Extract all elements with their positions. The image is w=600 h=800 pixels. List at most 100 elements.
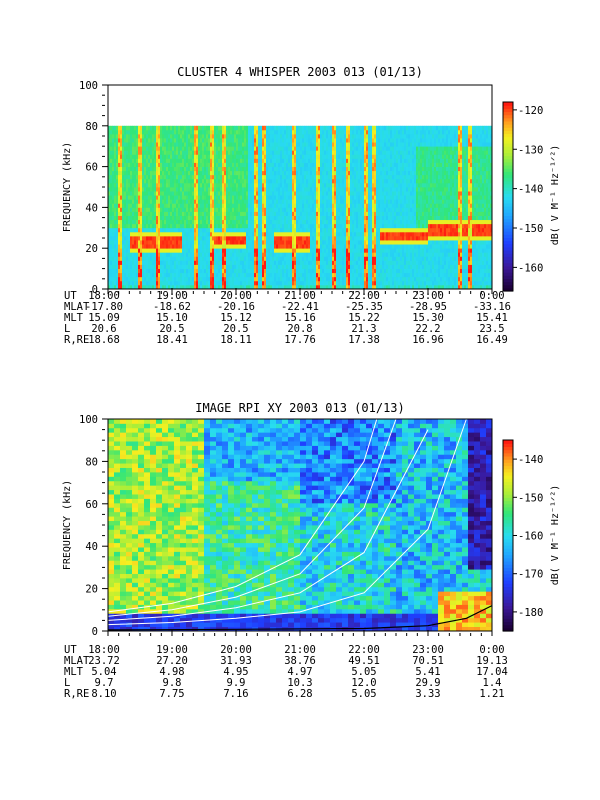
whisper-cell xyxy=(130,138,133,143)
whisper-cell xyxy=(232,203,235,208)
whisper-cell xyxy=(118,158,121,163)
whisper-cell xyxy=(210,231,213,237)
whisper-cell xyxy=(134,256,137,261)
whisper-cell xyxy=(148,146,151,151)
whisper-cell xyxy=(178,195,181,200)
whisper-cell xyxy=(170,240,173,245)
whisper-cell xyxy=(164,170,167,176)
whisper-cell xyxy=(134,195,137,200)
whisper-cell xyxy=(214,248,217,253)
whisper-cell xyxy=(192,129,195,135)
whisper-cell xyxy=(112,174,115,180)
whisper-cell xyxy=(222,203,225,208)
whisper-cell xyxy=(160,174,163,180)
whisper-cell xyxy=(132,264,135,269)
whisper-cell xyxy=(128,182,131,188)
whisper-cell xyxy=(206,162,209,167)
whisper-cell xyxy=(116,187,119,192)
whisper-cell xyxy=(212,125,215,131)
whisper-cell xyxy=(118,146,121,151)
whisper-cell xyxy=(148,125,151,131)
whisper-cell xyxy=(150,170,153,176)
whisper-cell xyxy=(140,227,143,233)
whisper-cell xyxy=(166,199,169,204)
whisper-cell xyxy=(132,166,135,172)
whisper-cell xyxy=(118,223,121,229)
whisper-cell xyxy=(198,154,201,159)
whisper-cell xyxy=(216,150,219,155)
whisper-cell xyxy=(192,199,195,204)
whisper-cell xyxy=(192,150,195,155)
whisper-cell xyxy=(214,199,217,204)
whisper-cell xyxy=(140,256,143,261)
whisper-cell xyxy=(166,248,169,253)
whisper-cell xyxy=(202,162,205,167)
whisper-cell xyxy=(172,280,175,286)
whisper-cell xyxy=(190,219,193,225)
whisper-cell xyxy=(142,240,145,245)
whisper-cell xyxy=(168,199,171,204)
whisper-cell xyxy=(224,256,227,261)
whisper-cell xyxy=(200,235,203,241)
whisper-cell xyxy=(212,215,215,221)
whisper-cell xyxy=(156,211,159,216)
whisper-cell xyxy=(110,211,113,216)
whisper-cell xyxy=(190,170,193,176)
whisper-cell xyxy=(236,129,239,135)
whisper-cell xyxy=(180,178,183,184)
whisper-cell xyxy=(112,133,115,139)
whisper-cell xyxy=(170,248,173,253)
whisper-cell xyxy=(222,244,225,249)
whisper-cell xyxy=(146,211,149,216)
whisper-cell xyxy=(226,284,229,290)
whisper-cell xyxy=(186,240,189,245)
whisper-cell xyxy=(180,252,183,257)
whisper-cell xyxy=(228,260,231,265)
whisper-cell xyxy=(232,223,235,229)
whisper-cell xyxy=(134,272,137,278)
whisper-cell xyxy=(214,280,217,286)
whisper-cell xyxy=(146,240,149,245)
whisper-cell xyxy=(108,191,111,196)
whisper-cell xyxy=(218,199,221,204)
whisper-cell xyxy=(132,231,135,237)
whisper-cell xyxy=(224,178,227,184)
whisper-cell xyxy=(116,174,119,180)
whisper-cell xyxy=(176,248,179,253)
whisper-cell xyxy=(140,191,143,196)
whisper-cell xyxy=(212,182,215,188)
whisper-cell xyxy=(152,125,155,131)
whisper-cell xyxy=(190,280,193,286)
whisper-cell xyxy=(170,182,173,188)
whisper-cell xyxy=(152,154,155,159)
whisper-cell xyxy=(118,129,121,135)
whisper-cell xyxy=(204,187,207,192)
whisper-cell xyxy=(136,133,139,139)
whisper-cell xyxy=(148,211,151,216)
whisper-cell xyxy=(130,235,133,241)
whisper-cell xyxy=(226,235,229,241)
whisper-cell xyxy=(216,280,219,286)
whisper-cell xyxy=(128,240,131,245)
whisper-cell xyxy=(238,264,241,269)
whisper-cell xyxy=(212,256,215,261)
whisper-cell xyxy=(152,248,155,253)
whisper-cell xyxy=(118,203,121,208)
whisper-cell xyxy=(184,150,187,155)
whisper-cell xyxy=(118,207,121,212)
whisper-cell xyxy=(108,244,111,249)
whisper-cell xyxy=(172,138,175,143)
whisper-cell xyxy=(108,223,111,229)
whisper-cell xyxy=(128,284,131,290)
whisper-cell xyxy=(236,133,239,139)
whisper-cell xyxy=(108,187,111,192)
whisper-cell xyxy=(176,207,179,212)
whisper-cell xyxy=(208,129,211,135)
whisper-cell xyxy=(236,244,239,249)
whisper-cell xyxy=(208,248,211,253)
whisper-cell xyxy=(176,268,179,274)
whisper-cell xyxy=(152,215,155,221)
whisper-cell xyxy=(172,150,175,155)
whisper-cell xyxy=(228,195,231,200)
whisper-cell xyxy=(126,244,129,249)
